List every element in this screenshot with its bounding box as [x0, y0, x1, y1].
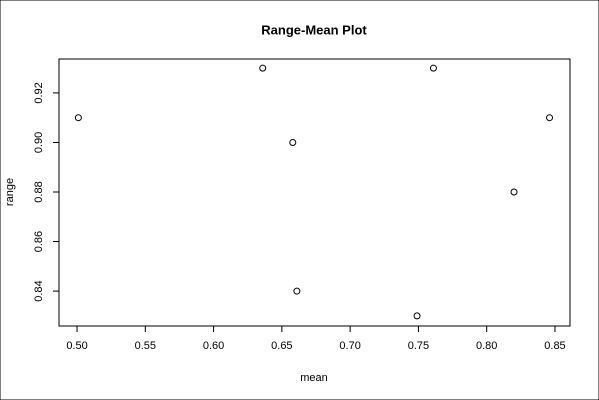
point — [289, 138, 297, 146]
x-tick-label: 0.55 — [135, 340, 156, 352]
y-tick-label: 0.92 — [33, 82, 45, 103]
y-tick-label: 0.86 — [33, 231, 45, 252]
point — [74, 114, 82, 122]
x-tick-label: 0.80 — [476, 340, 497, 352]
point — [293, 287, 301, 295]
chart-title: Range-Mean Plot — [261, 22, 367, 37]
x-tick-label: 0.70 — [339, 340, 360, 352]
point — [510, 188, 518, 196]
x-axis-label: mean — [300, 372, 328, 384]
x-tick-label: 0.85 — [544, 340, 565, 352]
x-tick-label: 0.60 — [203, 340, 224, 352]
y-tick-label: 0.90 — [33, 132, 45, 153]
y-tick-label: 0.84 — [33, 280, 45, 301]
point — [429, 64, 437, 72]
point — [546, 114, 554, 122]
point — [413, 312, 421, 320]
x-tick-label: 0.65 — [271, 340, 292, 352]
y-tick-label: 0.88 — [33, 181, 45, 202]
y-axis-label: range — [4, 178, 16, 206]
point — [259, 64, 267, 72]
x-tick-label: 0.75 — [408, 340, 429, 352]
x-tick-label: 0.50 — [66, 340, 87, 352]
